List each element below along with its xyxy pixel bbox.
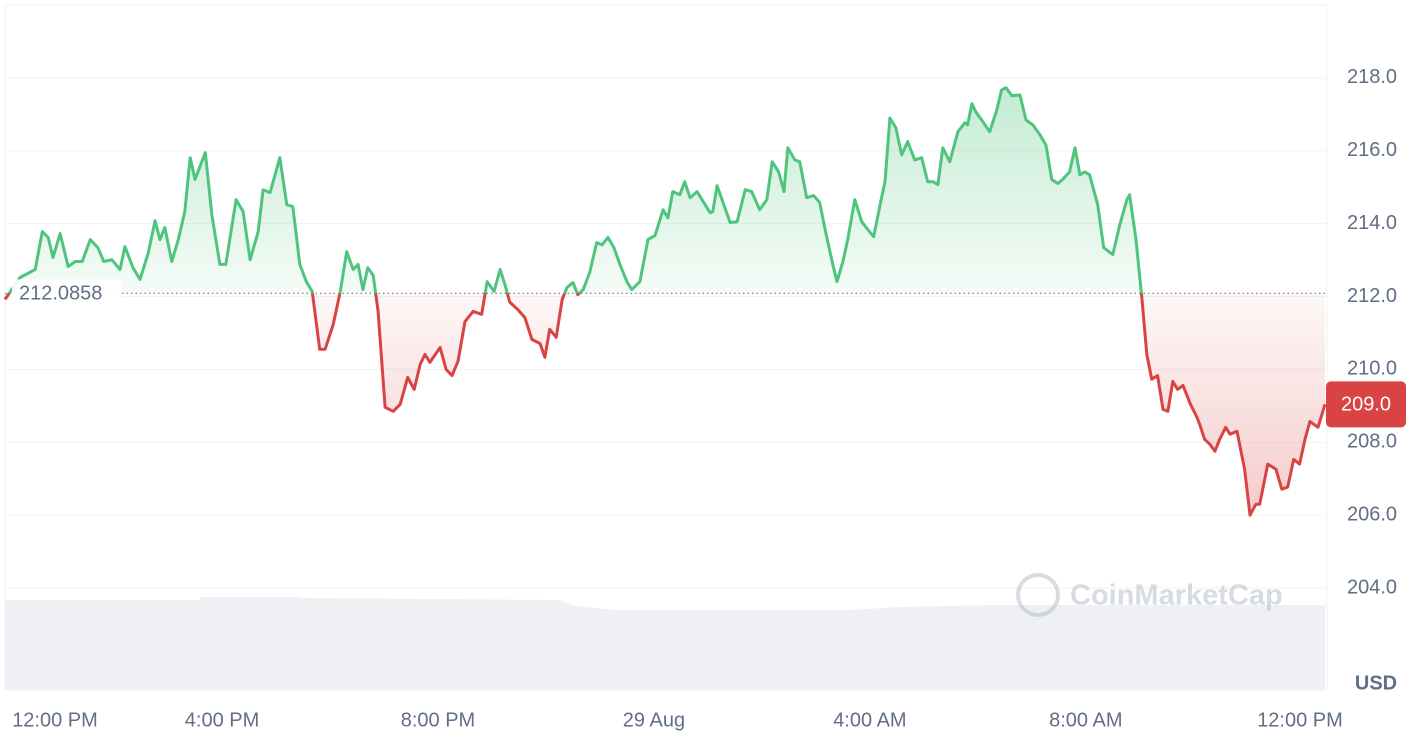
baseline-label: 212.0858 xyxy=(19,283,102,305)
y-tick-label: 208.0 xyxy=(1347,431,1397,453)
x-tick-label: 4:00 AM xyxy=(833,709,906,731)
y-tick-label: 206.0 xyxy=(1347,503,1397,525)
watermark: CoinMarketCap xyxy=(1016,573,1283,617)
baseline-label-bg xyxy=(12,279,122,308)
x-tick-label: 4:00 PM xyxy=(185,709,259,731)
x-tick-label: 12:00 PM xyxy=(12,709,98,731)
last-price-tag xyxy=(1326,381,1406,428)
area-fill xyxy=(5,87,1325,516)
x-tick-label: 8:00 PM xyxy=(401,709,475,731)
x-tick-label: 29 Aug xyxy=(623,709,685,731)
x-tick-label: 8:00 AM xyxy=(1049,709,1122,731)
y-tick-label: 216.0 xyxy=(1347,139,1397,161)
y-tick-label: 210.0 xyxy=(1347,358,1397,380)
watermark-text: CoinMarketCap xyxy=(1070,580,1283,612)
y-tick-label: 212.0 xyxy=(1347,285,1397,307)
price-line xyxy=(3,86,1327,517)
y-tick-label: 204.0 xyxy=(1347,576,1397,598)
volume-area xyxy=(5,597,1325,690)
watermark-logo xyxy=(1016,573,1060,617)
last-price-label: 209.0 xyxy=(1341,394,1391,416)
y-tick-label: 214.0 xyxy=(1347,212,1397,234)
currency-label: USD xyxy=(1355,672,1397,694)
x-tick-label: 12:00 PM xyxy=(1257,709,1343,731)
y-tick-label: 218.0 xyxy=(1347,66,1397,88)
